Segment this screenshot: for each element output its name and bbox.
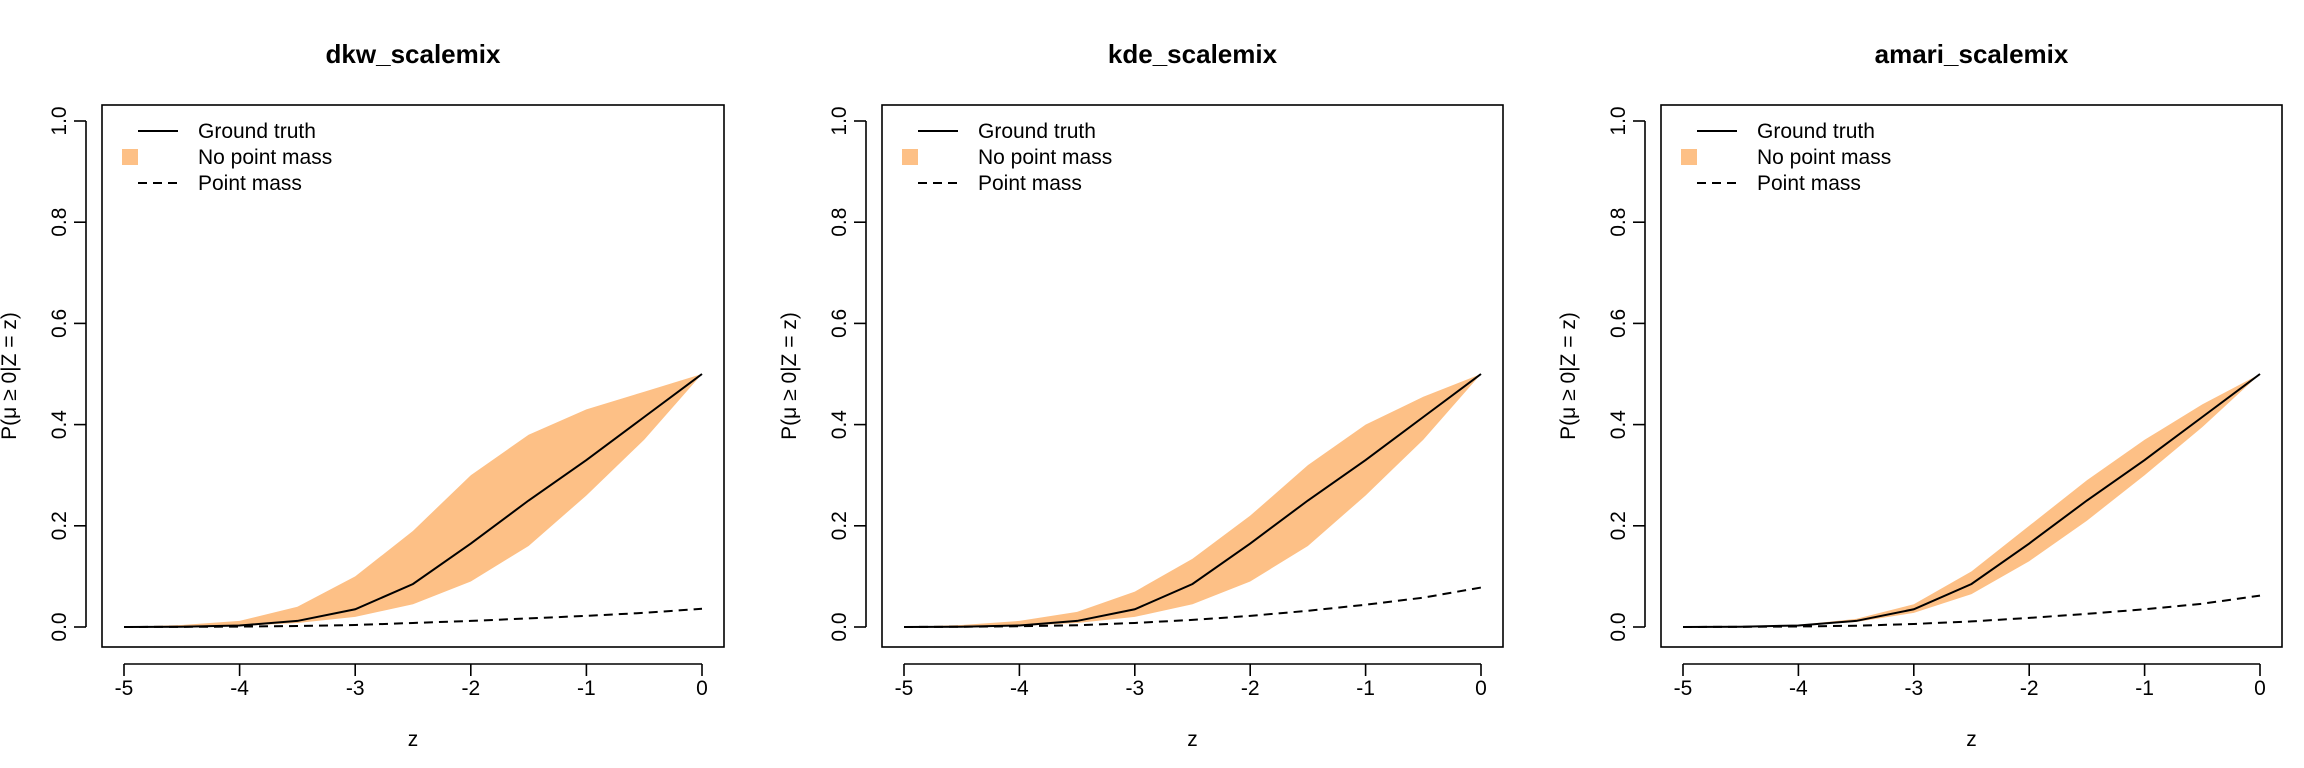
x-tick-label: -5 [895, 677, 914, 700]
x-tick-label: 0 [696, 677, 708, 700]
x-tick-label: -4 [1789, 677, 1808, 700]
x-tick-label: -5 [115, 677, 134, 700]
x-tick-label: -5 [1674, 677, 1693, 700]
legend-no-point-mass-label: No point mass [978, 146, 1112, 169]
y-tick-label: 0.2 [828, 511, 851, 540]
x-tick-label: -2 [1241, 677, 1260, 700]
x-tick-label: -2 [2020, 677, 2039, 700]
legend-point-mass-label: Point mass [198, 172, 302, 195]
legend-no-point-mass-swatch [122, 149, 138, 165]
y-tick-label: 0.0 [48, 612, 71, 641]
point-mass-line [1682, 594, 2261, 628]
y-tick-label: 0.2 [48, 511, 71, 540]
chart-title: amari_scalemix [1875, 39, 2069, 69]
y-tick-label: 0.4 [1607, 410, 1630, 440]
plot-frame [101, 104, 725, 648]
legend-ground-truth-label: Ground truth [978, 120, 1096, 143]
point-mass-line [903, 586, 1482, 628]
legend: Ground truth No point mass Point mass [1681, 120, 1891, 195]
x-tick-label: -4 [1010, 677, 1029, 700]
chart-panel-1: dkw_scalemix -5 -4 -3 -2 -1 0 z 0.0 0.2 0.4 0.6 0.8 1… [0, 39, 725, 751]
no-point-mass-band [124, 374, 702, 627]
x-axis-label: z [1966, 728, 1977, 751]
no-point-mass-band [904, 374, 1481, 627]
legend-ground-truth-label: Ground truth [198, 120, 316, 143]
legend: Ground truth No point mass Point mass [902, 120, 1112, 195]
x-tick-label: -3 [1125, 677, 1144, 700]
x-tick-label: -3 [346, 677, 365, 700]
y-tick-label: 1.0 [1607, 106, 1630, 135]
plot-frame [1660, 104, 2283, 648]
legend-point-mass-label: Point mass [1757, 172, 1861, 195]
y-axis-label: P(μ ≥ 0|Z = z) [1557, 312, 1580, 440]
y-tick-label: 0.4 [48, 410, 71, 440]
y-tick-label: 0.6 [828, 309, 851, 338]
x-tick-label: 0 [2254, 677, 2266, 700]
legend-ground-truth-label: Ground truth [1757, 120, 1875, 143]
x-tick-label: -1 [1356, 677, 1375, 700]
y-tick-label: 0.8 [828, 208, 851, 237]
x-axis-label: z [408, 728, 419, 751]
plot-frame [881, 104, 1504, 648]
x-tick-label: -1 [577, 677, 596, 700]
legend-no-point-mass-swatch [1681, 149, 1697, 165]
legend-no-point-mass-label: No point mass [198, 146, 332, 169]
y-tick-label: 1.0 [48, 106, 71, 135]
legend-no-point-mass-label: No point mass [1757, 146, 1891, 169]
y-tick-label: 0.6 [1607, 309, 1630, 338]
x-tick-label: 0 [1475, 677, 1487, 700]
chart-panel-2: kde_scalemix -5 -4 -3 -2 -1 0 z 0.0 0.2 0.4 0.6 0.8 1… [778, 39, 1504, 751]
y-tick-label: 0.8 [1607, 208, 1630, 237]
x-tick-label: -3 [1904, 677, 1923, 700]
point-mass-line [123, 607, 703, 628]
y-tick-label: 0.8 [48, 208, 71, 237]
y-axis-label: P(μ ≥ 0|Z = z) [0, 312, 21, 440]
x-tick-label: -1 [2135, 677, 2154, 700]
y-tick-label: 0.0 [1607, 612, 1630, 641]
chart-title: kde_scalemix [1108, 39, 1278, 69]
y-tick-label: 0.0 [828, 612, 851, 641]
y-tick-label: 1.0 [828, 106, 851, 135]
legend-point-mass-label: Point mass [978, 172, 1082, 195]
chart-title: dkw_scalemix [326, 39, 501, 69]
x-tick-label: -2 [461, 677, 480, 700]
chart-panel-3: amari_scalemix -5 -4 -3 -2 -1 0 z 0.0 0.2 0.4 0.6 0.… [1557, 39, 2283, 751]
y-axis-label: P(μ ≥ 0|Z = z) [778, 312, 801, 440]
y-tick-label: 0.4 [828, 410, 851, 440]
legend: Ground truth No point mass Point mass [122, 120, 332, 195]
no-point-mass-band [1683, 374, 2260, 627]
y-tick-label: 0.2 [1607, 511, 1630, 540]
x-tick-label: -4 [230, 677, 249, 700]
y-tick-label: 0.6 [48, 309, 71, 338]
x-axis-label: z [1187, 728, 1198, 751]
legend-no-point-mass-swatch [902, 149, 918, 165]
